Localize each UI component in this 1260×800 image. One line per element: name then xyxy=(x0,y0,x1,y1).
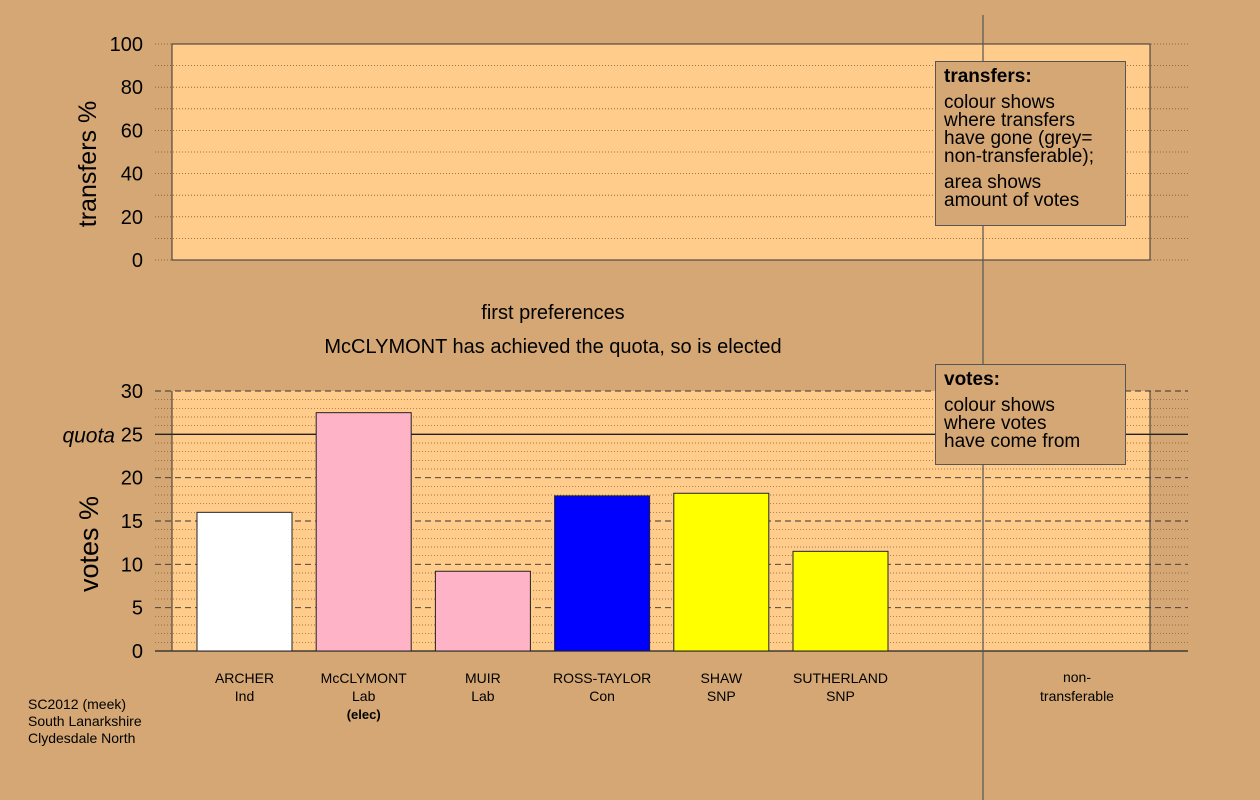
transfers-legend-line: amount of votes xyxy=(944,190,1080,211)
candidate-party-label: Lab xyxy=(352,688,376,704)
nontransferable-label: transferable xyxy=(1040,688,1114,704)
y-tick-label: 40 xyxy=(121,164,143,186)
bar-sutherland xyxy=(792,550,889,652)
transfers-plot-frame xyxy=(171,43,1151,261)
candidate-name-label: MUIR xyxy=(465,670,501,686)
bar-archer xyxy=(196,511,293,652)
votes-legend: votes: colour shows where votes have com… xyxy=(935,364,1126,465)
y-tick-label: 0 xyxy=(132,250,143,272)
transfers-legend-line: non-transferable); xyxy=(944,146,1094,167)
bar-shaw xyxy=(673,492,770,652)
votes-legend-line: where votes xyxy=(944,413,1047,434)
votes-legend-title: votes: xyxy=(944,369,1000,390)
y-tick-label: 15 xyxy=(121,511,143,533)
chart-title: first preferences xyxy=(481,302,624,324)
y-tick-label: 30 xyxy=(121,381,143,403)
y-tick-label: 25 xyxy=(121,424,143,446)
y-tick-label: 100 xyxy=(110,34,143,56)
y-tick-label: 10 xyxy=(121,554,143,576)
election-footer: SC2012 (meek) South Lanarkshire Clydesda… xyxy=(28,696,142,747)
candidate-name-label: SUTHERLAND xyxy=(793,670,888,686)
bar-muir xyxy=(434,570,531,652)
y-tick-label: 80 xyxy=(121,77,143,99)
candidate-party-label: Lab xyxy=(471,688,495,704)
transfers-legend-title: transfers: xyxy=(944,66,1032,87)
footer-line: South Lanarkshire xyxy=(28,713,142,729)
candidate-name-label: McCLYMONT xyxy=(321,670,408,686)
candidate-name-label: ROSS-TAYLOR xyxy=(553,670,651,686)
transfers-legend-line: area shows xyxy=(944,172,1042,193)
transfers-legend-line: colour shows xyxy=(944,92,1055,113)
candidate-name-label: SHAW xyxy=(701,670,743,686)
quota-label: quota xyxy=(62,424,115,447)
footer-line: SC2012 (meek) xyxy=(28,696,127,712)
candidate-party-label: SNP xyxy=(707,688,736,704)
nontransferable-label: non- xyxy=(1063,669,1091,685)
bar-ross-taylor xyxy=(554,495,651,652)
y-axis-label: transfers % xyxy=(74,101,102,227)
y-tick-label: 20 xyxy=(121,468,143,490)
chart-titles: first preferences McCLYMONT has achieved… xyxy=(324,302,781,358)
candidate-party-label: Ind xyxy=(235,688,254,704)
transfers-legend-line: have gone (grey= xyxy=(944,128,1093,149)
y-tick-label: 20 xyxy=(121,207,143,229)
y-axis-label: votes % xyxy=(74,496,104,592)
transfers-legend-line: where transfers xyxy=(944,110,1075,131)
candidate-party-label: Con xyxy=(589,688,615,704)
bar-mcclymont xyxy=(315,412,412,652)
y-tick-label: 5 xyxy=(132,598,143,620)
chart-subtitle: McCLYMONT has achieved the quota, so is … xyxy=(324,336,781,358)
y-tick-label: 60 xyxy=(121,120,143,142)
transfers-legend: transfers: colour shows where transfers … xyxy=(935,61,1126,226)
elected-note-label: (elec) xyxy=(347,707,381,722)
footer-line: Clydesdale North xyxy=(28,730,136,746)
candidate-name-label: ARCHER xyxy=(215,670,274,686)
y-tick-label: 0 xyxy=(132,641,143,663)
votes-legend-line: have come from xyxy=(944,431,1081,452)
votes-legend-line: colour shows xyxy=(944,395,1055,416)
candidate-party-label: SNP xyxy=(826,688,855,704)
